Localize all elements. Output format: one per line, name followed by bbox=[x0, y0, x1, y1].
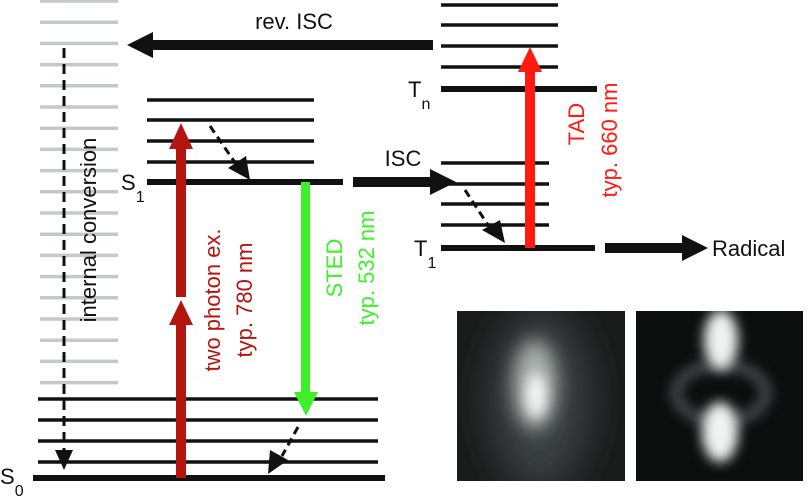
vibrational-levels-gray bbox=[40, 0, 118, 385]
internal-conversion-label: internal conversion bbox=[76, 138, 101, 323]
sted-image bbox=[636, 311, 803, 481]
internal-conversion-arrow bbox=[55, 48, 73, 470]
rev-isc-arrow bbox=[127, 32, 433, 58]
sted-wavelength: typ. 532 nm bbox=[354, 211, 379, 326]
sted-arrow bbox=[294, 182, 318, 416]
confocal-image bbox=[457, 311, 625, 481]
rev-isc-label: rev. ISC bbox=[255, 9, 333, 34]
tad-arrow bbox=[518, 47, 542, 248]
relaxation-arrow-s1 bbox=[208, 125, 250, 180]
tn-label: Tn bbox=[408, 77, 430, 113]
radical-arrow bbox=[605, 235, 708, 261]
t1-label: T1 bbox=[414, 236, 436, 272]
relaxation-arrow-s0 bbox=[268, 426, 300, 474]
s0-label: S0 bbox=[0, 464, 24, 500]
isc-arrow bbox=[353, 169, 456, 195]
s1-label: S1 bbox=[121, 170, 145, 206]
two-photon-arrow bbox=[169, 123, 193, 478]
tad-wavelength: typ. 660 nm bbox=[597, 83, 622, 198]
tad-label: TAD bbox=[564, 103, 589, 145]
isc-label: ISC bbox=[385, 146, 422, 171]
relaxation-arrow-t1 bbox=[463, 189, 505, 243]
radical-label: Radical bbox=[712, 236, 785, 261]
sted-label: STED bbox=[322, 239, 347, 298]
two-photon-label: two photon ex. bbox=[200, 228, 225, 371]
two-photon-wavelength: typ. 780 nm bbox=[232, 243, 257, 358]
